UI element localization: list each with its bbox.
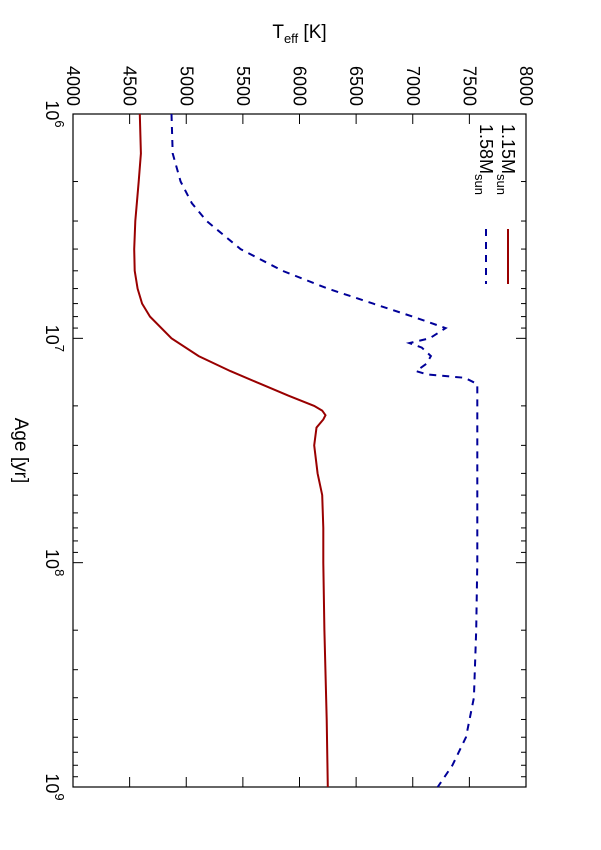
x-tick-base: 10 bbox=[42, 100, 62, 120]
y-axis-title: Teff [K] bbox=[272, 22, 326, 46]
x-tick-base: 10 bbox=[42, 325, 62, 345]
legend-label-main: 1.58M bbox=[476, 124, 496, 174]
y-tick-label: 8000 bbox=[516, 66, 536, 106]
x-tick-base: 10 bbox=[42, 549, 62, 569]
legend-label: 1.15Msun bbox=[494, 124, 518, 195]
legend-label-sub: sun bbox=[494, 174, 509, 195]
y-tick-label: 6500 bbox=[346, 66, 366, 106]
plot-frame bbox=[72, 113, 527, 788]
x-tick-label: 106 bbox=[42, 100, 67, 127]
x-tick-label: 108 bbox=[42, 549, 67, 576]
y-tick-label: 5000 bbox=[176, 66, 196, 106]
y-tick-label: 7500 bbox=[459, 66, 479, 106]
legend-label: 1.58Msun bbox=[472, 124, 496, 195]
y-axis-title-sub: eff bbox=[284, 31, 299, 46]
y-ticks: 4000 4500 5000 5500 6000 6500 7000 7500 8000 bbox=[63, 66, 536, 787]
x-axis-title: Age [yr] bbox=[10, 418, 31, 483]
y-tick-label: 6000 bbox=[290, 66, 310, 106]
x-tick-exponent: 9 bbox=[52, 793, 67, 800]
legend-label-main: 1.15M bbox=[498, 124, 518, 174]
y-tick-label: 7000 bbox=[403, 66, 423, 106]
x-tick-base: 10 bbox=[42, 773, 62, 793]
x-tick-exponent: 8 bbox=[52, 569, 67, 576]
y-axis-title-main: T bbox=[272, 22, 284, 43]
y-tick-label: 4000 bbox=[63, 66, 83, 106]
series-line-1 bbox=[133, 113, 329, 788]
x-tick-exponent: 6 bbox=[52, 120, 67, 127]
series-line-2 bbox=[170, 113, 479, 788]
y-tick-label: 5500 bbox=[233, 66, 253, 106]
y-axis-title-unit: [K] bbox=[298, 22, 327, 43]
x-tick-exponent: 7 bbox=[52, 345, 67, 352]
y-tick-label: 4500 bbox=[120, 66, 140, 106]
x-tick-label: 107 bbox=[42, 325, 67, 352]
x-tick-label: 109 bbox=[42, 773, 67, 800]
series-layer bbox=[133, 113, 479, 788]
legend-label-sub: sun bbox=[472, 174, 487, 195]
